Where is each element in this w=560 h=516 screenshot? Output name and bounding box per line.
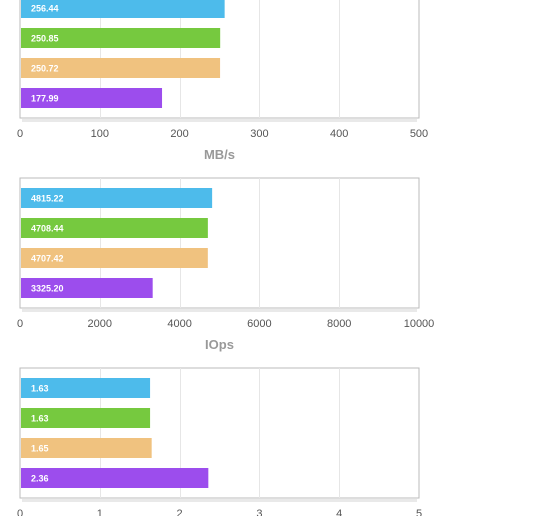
data-label: 4708.44: [31, 224, 64, 234]
chart-panel-2: 4815.22 4708.44 4707.42 3325.20 0 2000 4000 600…: [17, 177, 435, 352]
plot-shadow: [22, 119, 417, 122]
data-label: 1.63: [31, 384, 49, 394]
data-label: 250.72: [31, 64, 59, 74]
bar: [21, 278, 153, 298]
x-tick-label: 4: [336, 508, 342, 516]
bar: [21, 88, 163, 108]
x-tick-label: 300: [250, 128, 268, 140]
x-tick-label: 0: [17, 318, 23, 330]
x-tick-label: 8000: [327, 318, 351, 330]
bar: [21, 188, 213, 208]
bar: [21, 28, 221, 48]
data-label: 4815.22: [31, 194, 64, 204]
bar: [21, 248, 208, 268]
data-label: 250.85: [31, 34, 59, 44]
data-label: 1.65: [31, 444, 49, 454]
x-tick-label: 0: [17, 508, 23, 516]
bar: [21, 378, 151, 398]
x-tick-label: 400: [330, 128, 348, 140]
x-tick-label: 200: [170, 128, 188, 140]
x-axis-title: IOps: [205, 337, 234, 352]
data-label: 3325.20: [31, 284, 64, 294]
bar: [21, 438, 152, 458]
data-label: 256.44: [31, 4, 59, 14]
x-tick-label: 0: [17, 128, 23, 140]
chart-panel-3: 1.63 1.63 1.65 2.36 0 1 2 3 4 5: [17, 367, 422, 516]
bar: [21, 408, 151, 428]
x-tick-label: 2: [177, 508, 183, 516]
x-tick-label: 4000: [167, 318, 191, 330]
x-tick-label: 100: [91, 128, 109, 140]
bar: [21, 58, 221, 78]
x-tick-label: 5: [416, 508, 422, 516]
data-label: 177.99: [31, 94, 59, 104]
data-label: 4707.42: [31, 254, 64, 264]
bar: [21, 218, 208, 238]
data-label: 2.36: [31, 474, 49, 484]
chart-panel-1: 256.44 250.85 250.72 177.99 0 100 200 300 400 500…: [17, 0, 428, 162]
data-label: 1.63: [31, 414, 49, 424]
x-tick-label: 3: [256, 508, 262, 516]
x-tick-label: 1: [97, 508, 103, 516]
plot-shadow: [22, 309, 417, 312]
plot-shadow: [22, 499, 417, 502]
x-tick-label: 2000: [88, 318, 112, 330]
bar: [21, 468, 209, 488]
x-tick-label: 6000: [247, 318, 271, 330]
x-axis-title: MB/s: [204, 147, 235, 162]
bar: [21, 0, 225, 18]
x-tick-label: 500: [410, 128, 428, 140]
x-tick-label: 10000: [404, 318, 435, 330]
